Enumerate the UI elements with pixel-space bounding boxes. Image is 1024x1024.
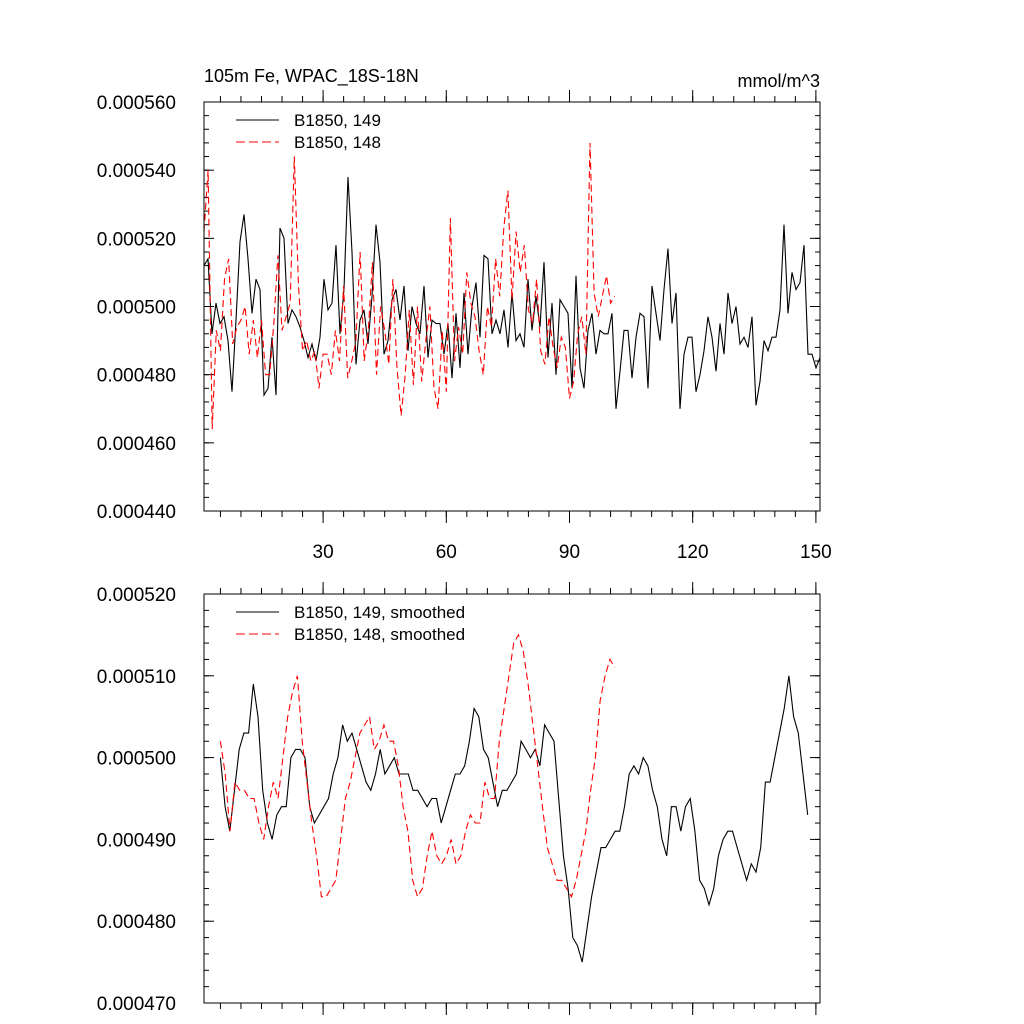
top-x-tick-label: 30 [313, 542, 334, 563]
top-x-tick-label: 90 [559, 542, 580, 563]
top-chart-panel: 105m Fe, WPAC_18S-18N mmol/m^3 0.0004400… [97, 66, 832, 563]
top-y-tick-label: 0.000480 [97, 366, 176, 387]
bottom-chart-ticks [204, 582, 820, 1015]
top-y-tick-label: 0.000500 [97, 298, 176, 319]
bottom-chart-panel: 0.000470 0.000480 0.000490 0.000500 0.000510… [97, 582, 821, 1015]
top-chart-units: mmol/m^3 [738, 71, 820, 91]
bottom-chart-frame [203, 593, 821, 1004]
top-x-tick-label: 120 [677, 542, 709, 563]
top-x-tick-label: 150 [800, 542, 832, 563]
top-chart-title: 105m Fe, WPAC_18S-18N [204, 66, 419, 87]
top-y-tick-label: 0.000440 [97, 502, 176, 523]
bottom-legend-label-1: B1850, 148, smoothed [294, 625, 465, 644]
bottom-series-0-line [219, 675, 809, 963]
top-y-tick-label: 0.000560 [97, 93, 176, 114]
top-y-tick-label: 0.000460 [97, 434, 176, 455]
bottom-y-tick-label: 0.000510 [97, 667, 176, 688]
top-chart-legend: B1850, 149 B1850, 148 [236, 111, 381, 152]
top-chart-x-tick-labels: 30 60 90 120 150 [313, 542, 832, 563]
top-y-tick-label: 0.000520 [97, 229, 176, 250]
top-legend-label-0: B1850, 149 [294, 111, 381, 130]
bottom-y-tick-label: 0.000490 [97, 830, 176, 851]
top-chart-series [203, 142, 821, 430]
top-chart-frame [203, 101, 821, 512]
bottom-series-1-line [219, 633, 616, 899]
bottom-y-tick-label: 0.000500 [97, 749, 176, 770]
bottom-chart-series [219, 633, 809, 963]
bottom-legend-label-0: B1850, 149, smoothed [294, 603, 465, 622]
bottom-y-tick-label: 0.000470 [97, 994, 176, 1015]
top-legend-label-1: B1850, 148 [294, 133, 381, 152]
bottom-chart-legend: B1850, 149, smoothed B1850, 148, smoothed [236, 603, 465, 644]
bottom-y-tick-label: 0.000480 [97, 912, 176, 933]
top-series-1-line [203, 142, 616, 430]
top-chart-y-tick-labels: 0.000440 0.000460 0.000480 0.000500 0.000520… [97, 93, 176, 523]
bottom-chart-y-tick-labels: 0.000470 0.000480 0.000490 0.000500 0.000510… [97, 585, 176, 1015]
top-y-tick-label: 0.000540 [97, 161, 176, 182]
top-x-tick-label: 60 [436, 542, 457, 563]
bottom-y-tick-label: 0.000520 [97, 585, 176, 606]
